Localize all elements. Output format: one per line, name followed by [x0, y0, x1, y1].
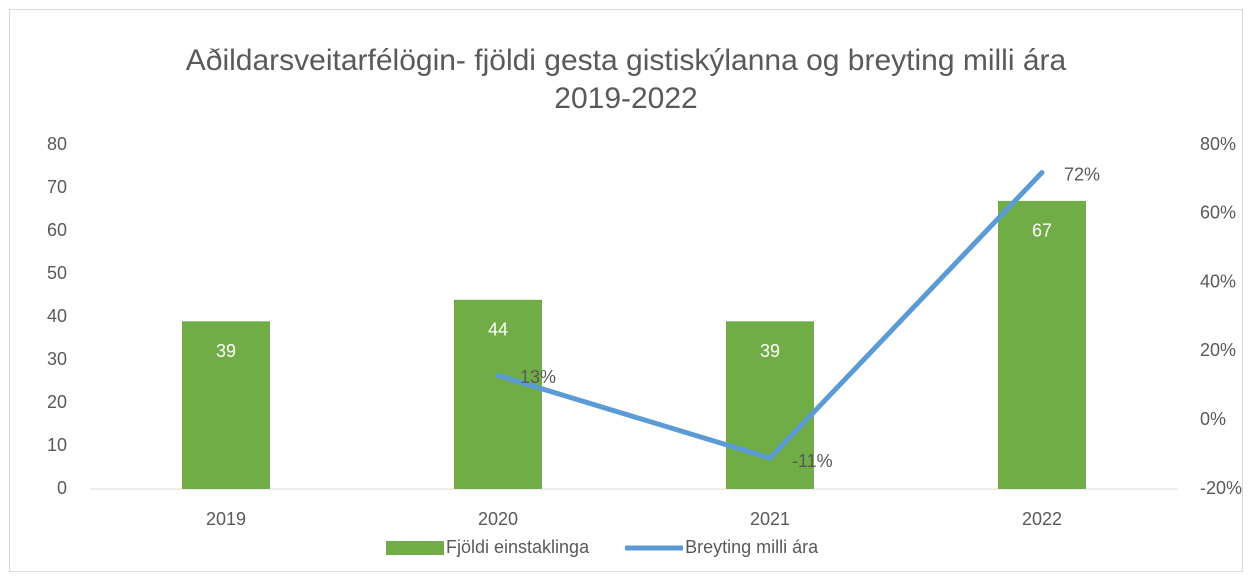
y2-tick-label: 60%	[1200, 203, 1236, 223]
bar	[454, 299, 542, 489]
line	[495, 170, 1045, 461]
line-value-label: 13%	[520, 367, 556, 387]
legend-swatch	[386, 541, 444, 555]
bar-value-label: 39	[216, 341, 236, 361]
y-tick-label: 40	[47, 306, 67, 326]
bar	[998, 200, 1086, 489]
line-value-label: 72%	[1064, 164, 1100, 184]
y-tick-label: 50	[47, 263, 67, 283]
bar	[726, 321, 814, 489]
x-tick-label: 2022	[1022, 509, 1062, 529]
y-tick-label: 30	[47, 349, 67, 369]
y2-tick-label: 0%	[1200, 409, 1226, 429]
chart-title: Aðildarsveitarfélögin- fjöldi gesta gist…	[185, 44, 1067, 115]
y2-tick-label: 80%	[1200, 134, 1236, 154]
bar-value-label: 44	[488, 320, 508, 340]
y-tick-label: 80	[47, 134, 67, 154]
x-tick-label: 2019	[206, 509, 246, 529]
y-tick-label: 70	[47, 177, 67, 197]
y2-tick-label: -20%	[1200, 478, 1242, 498]
bar-value-label: 67	[1032, 221, 1052, 241]
legend-label: Breyting milli ára	[685, 537, 819, 557]
y-tick-label: 10	[47, 435, 67, 455]
y-tick-label: 60	[47, 220, 67, 240]
y-tick-label: 20	[47, 392, 67, 412]
x-tick-label: 2021	[750, 509, 790, 529]
bar	[182, 321, 270, 489]
y2-tick-label: 20%	[1200, 340, 1236, 360]
y-tick-label: 0	[57, 478, 67, 498]
line-value-label: -11%	[792, 451, 833, 471]
legend-label: Fjöldi einstaklinga	[446, 537, 590, 557]
bar-value-label: 39	[760, 341, 780, 361]
x-tick-label: 2020	[478, 509, 518, 529]
y2-tick-label: 40%	[1200, 271, 1236, 291]
